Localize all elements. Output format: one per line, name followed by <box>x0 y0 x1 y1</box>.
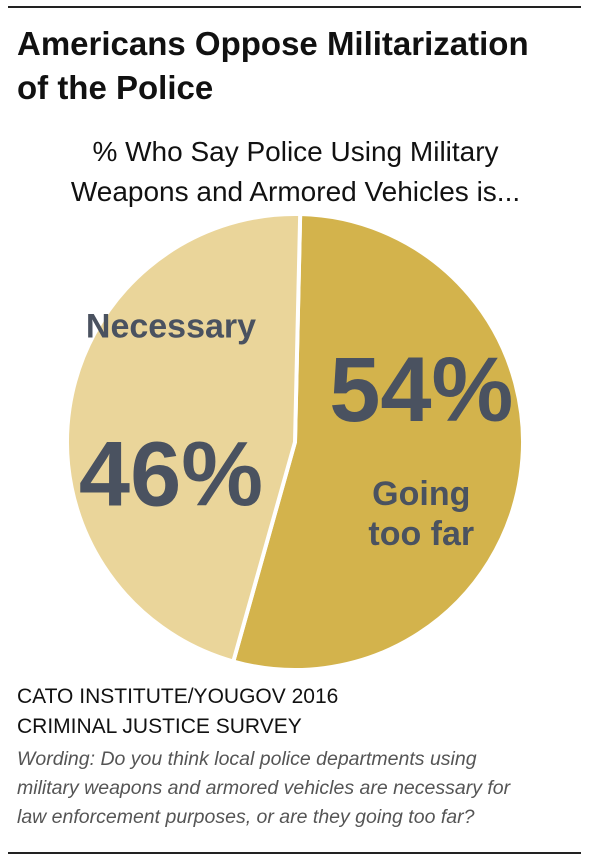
chart-title-line-2: of the Police <box>17 69 214 106</box>
pie-slice-necessary <box>65 212 303 664</box>
source-line-2: CRIMINAL JUSTICE SURVEY <box>17 715 302 738</box>
wording-line-3: law enforcement purposes, or are they go… <box>17 806 475 828</box>
slice-category-label-going-too-far-line-1: Going <box>372 475 470 513</box>
chart-title: Americans Oppose Militarization of the P… <box>17 22 577 110</box>
source-line-1: CATO INSTITUTE/YOUGOV 2016 <box>17 685 339 708</box>
wording-line-2: military weapons and armored vehicles ar… <box>17 777 511 799</box>
wording-line-1: Wording: Do you think local police depar… <box>17 748 477 770</box>
top-rule <box>8 6 581 8</box>
chart-subtitle-line-1: % Who Say Police Using Military <box>92 136 499 167</box>
chart-title-line-1: Americans Oppose Militarization <box>17 25 529 62</box>
chart-subtitle-line-2: Weapons and Armored Vehicles is... <box>70 176 521 207</box>
pie-slice-going-too-far <box>231 212 525 672</box>
chart-subtitle: % Who Say Police Using Military Weapons … <box>10 132 581 212</box>
slice-category-label-necessary-line-1: Necessary <box>86 307 256 345</box>
slice-category-label-going-too-far-line-2: too far <box>368 515 474 553</box>
slice-value-label-going-too-far: 54% <box>329 339 513 441</box>
bottom-rule <box>8 852 581 854</box>
question-wording: Wording: Do you think local police depar… <box>17 745 577 832</box>
source-credit: CATO INSTITUTE/YOUGOV 2016 CRIMINAL JUST… <box>17 682 577 742</box>
slice-value-label-necessary: 46% <box>79 424 263 526</box>
